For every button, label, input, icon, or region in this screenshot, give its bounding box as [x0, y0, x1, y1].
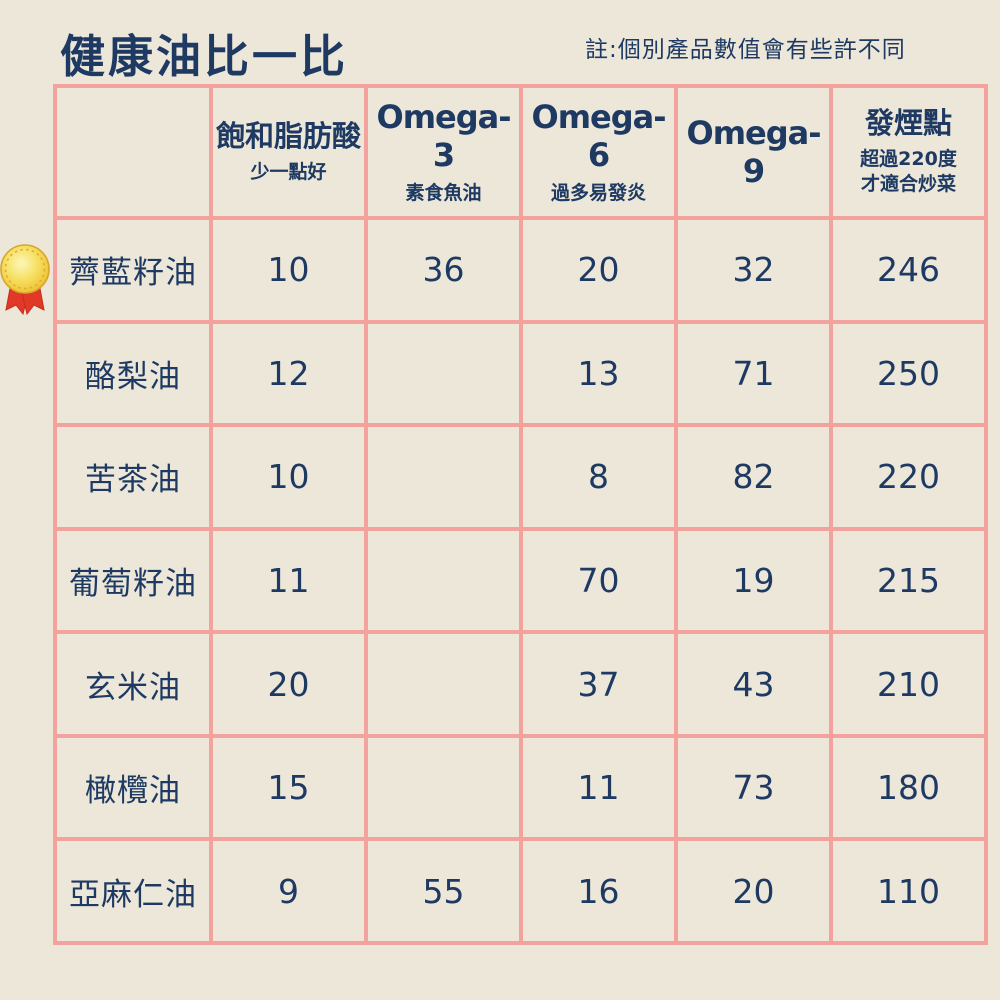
disclaimer-note: 註:個別產品數值會有些許不同 — [585, 37, 906, 63]
oil-name-cell: 薺藍籽油 — [57, 220, 209, 320]
value-cell: 246 — [833, 220, 984, 320]
value-cell: 12 — [213, 323, 364, 424]
value-cell: 20 — [213, 634, 364, 734]
value-cell: 13 — [523, 323, 674, 424]
value-cell: 71 — [678, 323, 829, 424]
oil-name-cell: 橄欖油 — [57, 737, 209, 838]
column-label: 發煙點 — [864, 105, 952, 140]
value-cell: 36 — [368, 220, 519, 320]
value-cell: 73 — [678, 737, 829, 838]
column-sublabel-2: 才適合炒菜 — [860, 173, 956, 196]
value-cell: 10 — [213, 427, 364, 527]
value-cell: 8 — [523, 427, 674, 527]
value-cell: 20 — [523, 220, 674, 320]
column-label: Omega-9 — [686, 113, 821, 190]
page-title: 健康油比一比 — [60, 30, 349, 83]
value-cell — [368, 427, 519, 527]
value-cell: 180 — [833, 737, 984, 838]
header-saturated-fat: 飽和脂肪酸 少一點好 — [213, 88, 364, 216]
value-cell — [368, 737, 519, 838]
oil-name-cell: 苦茶油 — [57, 427, 209, 527]
value-cell: 220 — [833, 427, 984, 527]
column-label: Omega-6 — [531, 97, 666, 175]
value-cell: 10 — [213, 220, 364, 320]
column-label: Omega-3 — [376, 97, 511, 175]
oil-name-cell: 亞麻仁油 — [57, 841, 209, 941]
oil-name-cell: 葡萄籽油 — [57, 530, 209, 631]
column-label: 飽和脂肪酸 — [215, 118, 361, 153]
value-cell — [368, 323, 519, 424]
value-cell: 16 — [523, 841, 674, 941]
header-omega6: Omega-6 過多易發炎 — [523, 88, 674, 216]
value-cell: 70 — [523, 530, 674, 631]
value-cell: 82 — [678, 427, 829, 527]
value-cell: 215 — [833, 530, 984, 631]
value-cell: 9 — [213, 841, 364, 941]
value-cell — [368, 634, 519, 734]
value-cell: 110 — [833, 841, 984, 941]
value-cell: 15 — [213, 737, 364, 838]
column-sublabel: 素食魚油 — [405, 181, 482, 204]
header-smoke-point: 發煙點 超過220度 才適合炒菜 — [833, 88, 984, 216]
value-cell: 37 — [523, 634, 674, 734]
header-omega9: Omega-9 — [678, 88, 829, 216]
column-sublabel: 過多易發炎 — [550, 181, 646, 204]
value-cell — [368, 530, 519, 631]
value-cell: 250 — [833, 323, 984, 424]
value-cell: 43 — [678, 634, 829, 734]
column-sublabel: 超過220度 — [860, 147, 957, 170]
oil-name-cell: 酪梨油 — [57, 323, 209, 424]
value-cell: 210 — [833, 634, 984, 734]
gold-medal-icon — [0, 244, 50, 316]
header-corner-cell — [57, 88, 209, 216]
value-cell: 11 — [213, 530, 364, 631]
value-cell: 19 — [678, 530, 829, 631]
header-omega3: Omega-3 素食魚油 — [368, 88, 519, 216]
oil-comparison-table: 飽和脂肪酸 少一點好 Omega-3 素食魚油 Omega-6 過多易發炎 Om… — [53, 84, 988, 945]
value-cell: 20 — [678, 841, 829, 941]
value-cell: 32 — [678, 220, 829, 320]
value-cell: 55 — [368, 841, 519, 941]
value-cell: 11 — [523, 737, 674, 838]
oil-name-cell: 玄米油 — [57, 634, 209, 734]
column-sublabel: 少一點好 — [250, 160, 327, 183]
